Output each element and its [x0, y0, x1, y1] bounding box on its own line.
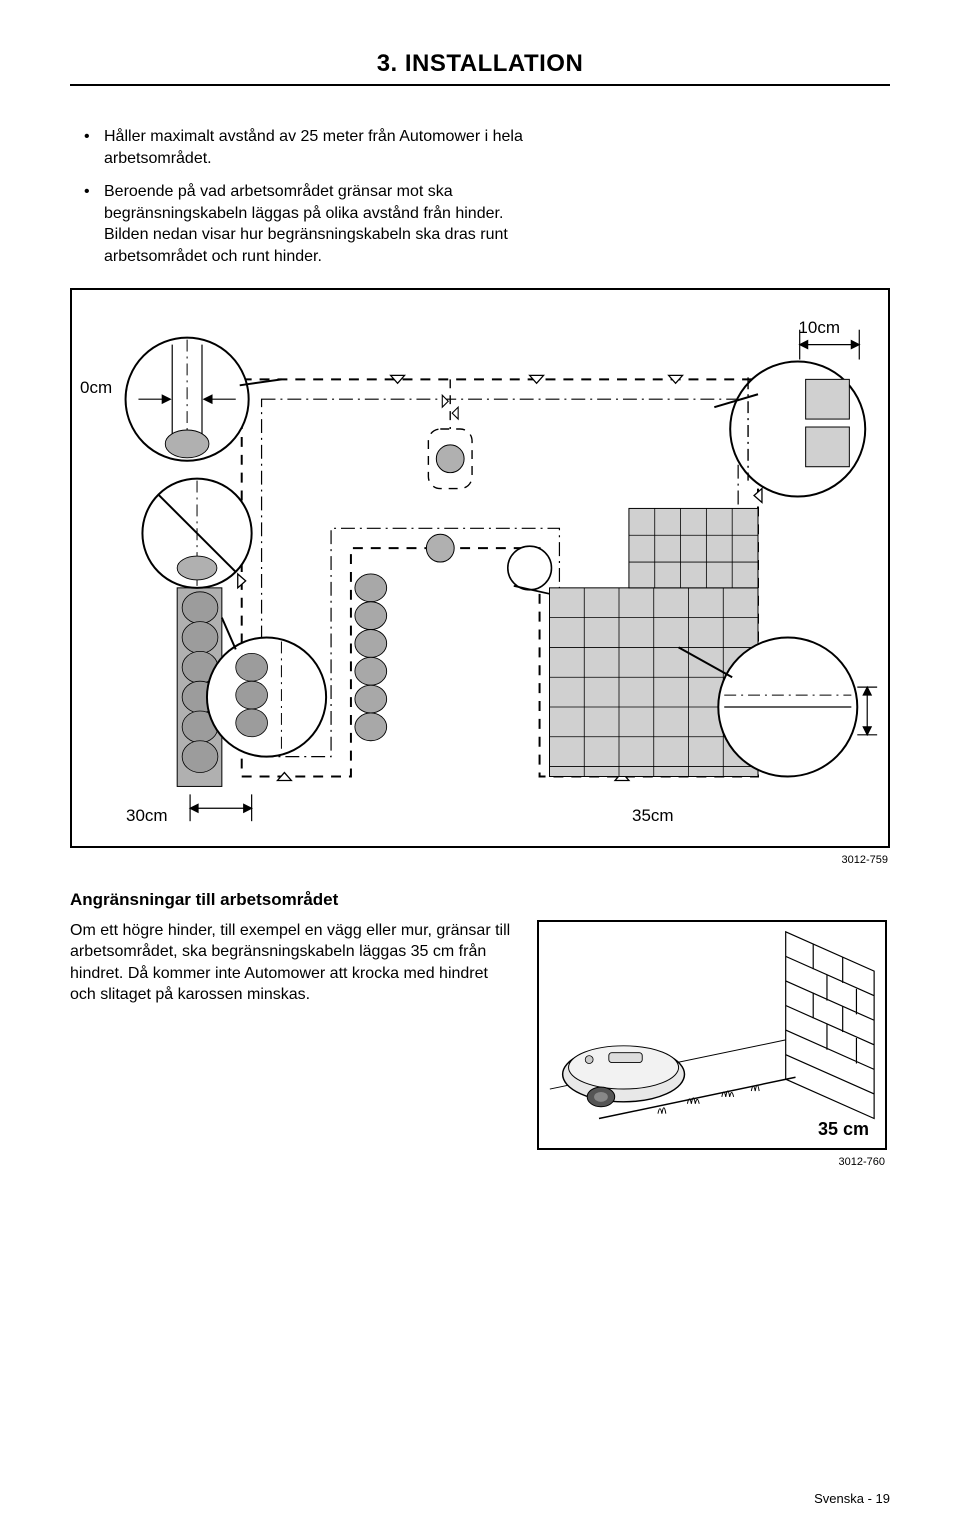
- side-diagram: 35 cm 3012-760: [537, 920, 887, 1150]
- section-title: 3. INSTALLATION: [70, 50, 890, 78]
- label-10cm: 10cm: [798, 318, 840, 338]
- main-diagram: 10cm 0cm 30cm 35cm 3012-759: [70, 288, 890, 848]
- bullet-list: Håller maximalt avstånd av 25 meter från…: [80, 126, 550, 268]
- label-35cm: 35cm: [632, 806, 674, 826]
- figure-number-side: 3012-760: [839, 1156, 886, 1168]
- side-diagram-svg: [539, 922, 885, 1148]
- label-0cm: 0cm: [80, 378, 112, 398]
- side-label-35cm: 35 cm: [818, 1119, 869, 1140]
- title-divider: [70, 84, 890, 86]
- subsection-title: Angränsningar till arbetsområdet: [70, 890, 890, 910]
- label-30cm: 30cm: [126, 806, 168, 826]
- main-diagram-svg: [72, 290, 888, 846]
- subsection-text: Om ett högre hinder, till exempel en väg…: [70, 920, 515, 1006]
- bullet-item: Beroende på vad arbetsområdet gränsar mo…: [80, 181, 550, 267]
- page-footer: Svenska - 19: [814, 1491, 890, 1506]
- figure-number-main: 3012-759: [842, 854, 889, 866]
- bullet-item: Håller maximalt avstånd av 25 meter från…: [80, 126, 550, 169]
